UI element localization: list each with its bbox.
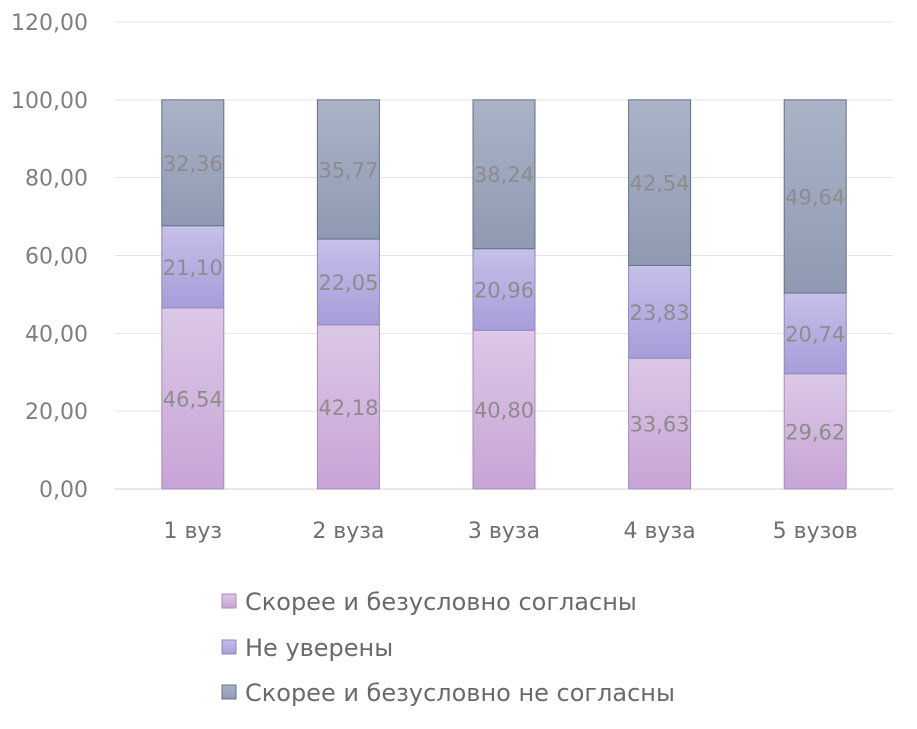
- x-axis-category-labels: 1 вуз 2 вуза 3 вуза 4 вуза 5 вузов: [163, 519, 857, 544]
- bar-segment: [472, 248, 536, 331]
- data-label: 23,83: [630, 301, 690, 325]
- y-tick-label: 60,00: [25, 245, 88, 270]
- data-label: 46,54: [163, 387, 223, 411]
- data-label: 29,62: [785, 420, 845, 444]
- data-label: 20,74: [785, 322, 845, 346]
- y-axis-tick-labels: 0,00 20,00 40,00 60,00 80,00 100,00 120,00: [11, 11, 88, 503]
- data-label: 40,80: [474, 399, 534, 423]
- y-tick-label: 20,00: [25, 400, 88, 425]
- y-tick-label: 100,00: [11, 89, 88, 114]
- bar-segment: [316, 324, 380, 490]
- bar-segment: [161, 307, 225, 490]
- bar-segment: [628, 264, 692, 359]
- legend-label: Скорее и безусловно не согласны: [245, 679, 675, 707]
- bar-segment: [316, 238, 380, 326]
- y-tick-label: 0,00: [39, 478, 88, 503]
- legend-swatch: [221, 684, 237, 700]
- x-category-label: 2 вуза: [312, 519, 384, 544]
- bar-segment: [628, 99, 692, 266]
- bar-segment: [161, 225, 225, 309]
- x-category-label: 4 вуза: [624, 519, 696, 544]
- data-label: 49,64: [785, 185, 845, 209]
- legend-label: Скорее и безусловно согласны: [245, 588, 637, 616]
- bar-segment: [783, 292, 847, 375]
- x-category-label: 1 вуз: [163, 519, 222, 544]
- legend: Скорее и безусловно согласны Не уверены Ск…: [221, 588, 675, 707]
- bar-segment: [628, 357, 692, 490]
- data-label: 42,54: [630, 172, 690, 196]
- bar-segment: [316, 99, 380, 240]
- data-label: 35,77: [318, 158, 378, 182]
- x-category-label: 5 вузов: [773, 519, 858, 544]
- legend-swatch: [221, 639, 237, 655]
- data-label: 42,18: [318, 396, 378, 420]
- bar-segment: [472, 329, 536, 490]
- bar-segment: [472, 99, 536, 250]
- data-label: 21,10: [163, 256, 223, 280]
- y-tick-label: 80,00: [25, 167, 88, 192]
- y-tick-label: 40,00: [25, 322, 88, 347]
- legend-swatch: [221, 593, 237, 609]
- data-label: 32,36: [163, 152, 223, 176]
- bar-segment: [783, 373, 847, 490]
- x-category-label: 3 вуза: [468, 519, 540, 544]
- bar-segment: [161, 99, 225, 227]
- y-tick-label: 120,00: [11, 11, 88, 36]
- data-label: 38,24: [474, 163, 534, 187]
- data-label: 20,96: [474, 278, 534, 302]
- legend-label: Не уверены: [245, 634, 393, 662]
- bar-segment: [783, 99, 847, 294]
- data-labels: 46,54 21,10 32,36 42,18 22,05 35,77 40,80 20,96…: [163, 152, 846, 445]
- data-label: 33,63: [630, 413, 690, 437]
- data-label: 22,05: [318, 271, 378, 295]
- bar-series: [161, 99, 847, 490]
